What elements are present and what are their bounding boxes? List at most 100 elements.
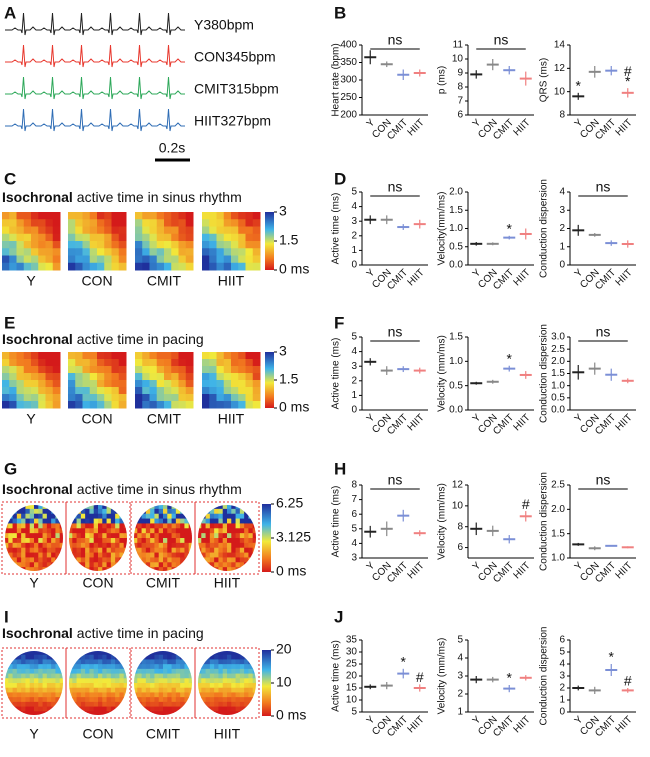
map-cell <box>85 697 90 703</box>
x-tick-label: HIIT <box>614 560 635 581</box>
map-cell <box>134 547 138 554</box>
map-cell <box>98 711 103 715</box>
map-cell <box>123 683 127 689</box>
map-title-rest: active time in sinus rhythm <box>77 481 242 497</box>
map-cell <box>76 533 82 539</box>
map-cell <box>23 366 32 374</box>
map-cell <box>38 673 44 679</box>
map-cell <box>102 664 108 670</box>
map-cell <box>38 552 44 558</box>
map-cell <box>154 711 160 715</box>
map-cell <box>38 659 44 665</box>
map-cell <box>201 706 207 712</box>
map-cell <box>25 552 31 558</box>
map-cell <box>214 557 219 563</box>
map-cell <box>8 687 14 693</box>
y-tick-label: 1 <box>351 390 357 401</box>
map-cell <box>156 219 165 227</box>
map-cell <box>42 562 48 568</box>
map-cell <box>180 711 185 715</box>
map-cell <box>158 547 164 554</box>
y-tick-label: 0 <box>351 260 357 271</box>
map-cell <box>72 683 78 689</box>
map-cell <box>201 659 207 665</box>
map-cell <box>252 659 256 665</box>
map-cell <box>34 687 39 693</box>
map-cell <box>235 505 241 510</box>
map-cell <box>222 567 228 571</box>
map-cell <box>115 547 120 554</box>
map-cell <box>9 394 17 402</box>
y-tick-label: 0 <box>559 260 565 271</box>
map-cell <box>239 673 245 679</box>
colorbar-label: 0 ms <box>276 707 306 723</box>
map-cell <box>82 219 91 227</box>
map-cell <box>115 538 120 544</box>
map-cell <box>239 668 245 675</box>
map-cell <box>102 538 108 544</box>
map-cell <box>142 373 150 381</box>
map-cell <box>158 513 164 520</box>
map-cell <box>184 654 190 660</box>
map-cell <box>235 711 241 715</box>
map-cell <box>85 513 90 520</box>
map-cell <box>29 542 35 549</box>
map-cell <box>55 692 61 698</box>
map-cell <box>80 664 86 670</box>
map-cell <box>209 255 217 264</box>
map-cell <box>205 687 211 693</box>
map-cell <box>198 683 202 689</box>
map-cell <box>178 241 187 249</box>
map-cell <box>123 513 127 520</box>
map-cell <box>164 219 172 227</box>
map-cell <box>137 701 143 708</box>
map-cell <box>205 683 211 689</box>
map-cell <box>198 711 202 715</box>
map-cell <box>201 508 207 515</box>
map-cell <box>244 567 249 571</box>
y-tick-label: 2.5 <box>551 344 565 355</box>
map-cell <box>158 697 164 703</box>
map-cell <box>244 528 249 534</box>
map-cell <box>163 668 168 675</box>
map-cell <box>52 359 61 367</box>
map-cell <box>180 687 185 693</box>
map-cell <box>12 697 18 703</box>
map-cell <box>89 241 98 249</box>
map-cell <box>93 505 99 510</box>
map-cell <box>227 538 232 544</box>
map-cell <box>198 654 202 660</box>
map-cell <box>248 668 254 675</box>
y-tick-label: 7 <box>351 494 357 505</box>
map-cell <box>245 219 254 227</box>
map-cell <box>244 668 249 675</box>
map-cell <box>188 692 192 698</box>
map-cell <box>171 687 177 693</box>
colorbar-label: 1.5 <box>279 371 299 387</box>
map-cell <box>106 552 112 558</box>
map-cell <box>72 692 78 698</box>
map-group-label: Y <box>29 575 39 591</box>
map-cell <box>59 513 63 520</box>
map-cell <box>111 226 120 235</box>
map-cell <box>34 538 39 544</box>
map-cell <box>38 697 44 703</box>
map-cell <box>5 692 9 698</box>
map-cell <box>218 505 224 510</box>
colorbar-label: 1.5 <box>279 232 299 248</box>
map-cell <box>252 219 261 227</box>
x-tick-label: HIIT <box>406 267 427 288</box>
map-cell <box>231 394 239 402</box>
map-cell <box>214 687 219 693</box>
map-cell <box>231 557 237 563</box>
map-cell <box>45 387 54 395</box>
map-cell <box>82 233 91 242</box>
map-cell <box>180 664 185 670</box>
map-cell <box>150 651 155 656</box>
map-cell <box>12 692 18 698</box>
map-title-bold: Isochronal <box>2 189 73 205</box>
isochronal-map <box>5 651 63 715</box>
map-cell <box>9 366 17 374</box>
map-cell <box>16 654 22 660</box>
map-cell <box>106 659 112 665</box>
